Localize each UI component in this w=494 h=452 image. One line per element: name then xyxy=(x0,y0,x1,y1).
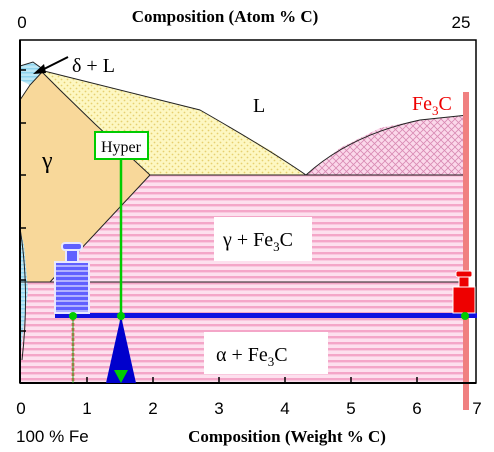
gamma-label: γ xyxy=(41,148,53,174)
gamma-fe3c-symbol: γ xyxy=(222,229,232,251)
fe3c-label: Fe3C xyxy=(412,93,452,118)
fe3c-end-marker xyxy=(461,312,469,320)
alpha-fe3c-tail: C xyxy=(274,344,287,366)
region-gamma xyxy=(20,70,150,282)
bottom-tick-5: 5 xyxy=(346,399,355,418)
gamma-fe3c-text: + Fe xyxy=(232,229,273,251)
alpha-fe3c-label-box xyxy=(204,332,328,374)
hyper-arrowhead xyxy=(114,370,128,383)
gamma-fe3c-tail: C xyxy=(280,229,293,251)
region-delta-liquid xyxy=(20,62,44,85)
delta-liquid-label: δ + L xyxy=(72,55,115,77)
alpha-fe3c-text: + Fe xyxy=(226,344,267,366)
region-alpha-sliver xyxy=(20,228,28,360)
top-axis-tick-0: 0 xyxy=(17,13,26,32)
alpha-end-marker xyxy=(69,312,77,320)
gamma-fe3c-label-box xyxy=(214,217,312,261)
bottom-axis-title: Composition (Weight % C) xyxy=(188,427,386,446)
delta-liquid-arrowhead xyxy=(33,64,46,74)
lever-fulcrum xyxy=(106,316,136,383)
bottom-tick-2: 2 xyxy=(148,399,157,418)
origin-label: 100 % Fe xyxy=(16,427,89,446)
alpha-fe3c-sub: 3 xyxy=(268,354,275,369)
fe3c-label-tail: C xyxy=(439,93,452,115)
bottom-tick-7: 7 xyxy=(472,399,481,418)
hyper-label: Hyper xyxy=(101,139,142,156)
bottom-tick-1: 1 xyxy=(82,399,91,418)
fe3c-label-text: Fe xyxy=(412,93,432,115)
region-liquid-fe3c xyxy=(306,115,468,175)
fe3c-composition-line xyxy=(463,92,469,410)
alpha-weight xyxy=(54,242,90,314)
alpha-fe3c-symbol: α xyxy=(216,344,227,366)
top-axis-title: Composition (Atom % C) xyxy=(132,7,319,26)
liquid-label: L xyxy=(253,95,265,117)
fulcrum-marker xyxy=(117,312,125,320)
gamma-fe3c-sub: 3 xyxy=(273,239,280,254)
region-liquid-gamma xyxy=(28,70,306,175)
bottom-tick-4: 4 xyxy=(280,399,289,418)
hyper-label-box xyxy=(94,131,149,160)
alpha-fe3c-label: α + Fe3C xyxy=(216,344,288,369)
gamma-fe3c-label: γ + Fe3C xyxy=(222,229,293,254)
left-axis-ticks xyxy=(20,69,26,332)
bottom-tick-0: 0 xyxy=(16,399,25,418)
fe3c-label-sub: 3 xyxy=(432,103,439,118)
fe3c-weight xyxy=(452,270,476,314)
bottom-tick-6: 6 xyxy=(412,399,421,418)
bottom-axis-ticks xyxy=(86,377,418,383)
bottom-tick-3: 3 xyxy=(214,399,223,418)
lever-bar xyxy=(55,313,477,318)
top-axis-tick-25: 25 xyxy=(452,13,471,32)
